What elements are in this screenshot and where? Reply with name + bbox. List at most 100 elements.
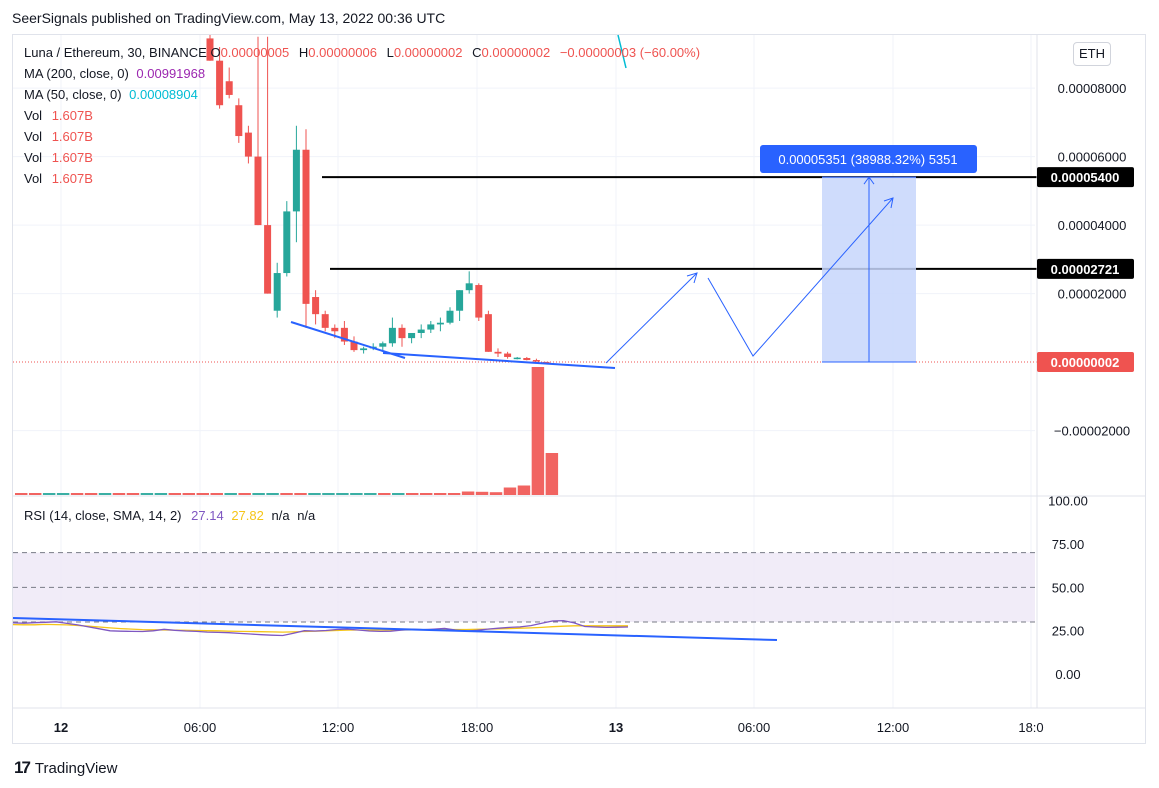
candle-body [408,332,416,339]
candle-body [225,81,233,95]
volume-bar [350,493,363,495]
projection-path [605,272,698,364]
footer-brand[interactable]: 17 TradingView [14,758,117,778]
candle-body [302,149,310,304]
price-tag [1037,258,1134,279]
volume-bar [28,493,42,495]
projection-path [707,197,894,357]
ma50-value: 0.00008904 [129,87,198,102]
time-tick-label: 13 [609,720,623,735]
price-tag-label: 0.00005400 [1051,170,1120,185]
open-label: O [210,45,221,60]
volume-bar [392,493,405,495]
drawings: 0.00005351 (38988.32%) 5351 [13,34,1037,369]
vol-value: 1.607B [51,108,93,123]
candle-body [206,38,214,61]
price-tick-label: −0.00002000 [1054,424,1130,439]
volume-bar [252,493,265,495]
candle-body [350,341,358,351]
volume-bar [280,493,293,495]
rsi-tick-label: 100.00 [1048,494,1088,509]
volume-bar [15,493,28,495]
publish-info: SeerSignals published on TradingView.com… [12,10,446,26]
vol-label: Vol [24,108,43,123]
ohlc-legend: Luna / Ethereum, 30, BINANCE O0.00000005… [24,45,700,60]
price-tick-label: 0.00004000 [1058,218,1127,233]
volume-bar [475,491,489,495]
rsi-tick-label: 25.00 [1052,624,1085,639]
tradingview-logo-icon: 17 [14,758,31,777]
volume-bar [168,493,182,495]
time-tick-label: 18:00 [461,720,494,735]
candle-body [244,132,252,157]
ma50-line [617,34,627,69]
price-tick-label: 0.00002000 [1058,287,1127,302]
candle-body [446,310,454,323]
candle-body [235,105,243,137]
vol-legend-1: Vol 1.607B [24,108,93,123]
ma200-legend: MA (200, close, 0) 0.00991968 [24,66,205,81]
candle-body [292,149,300,212]
volume-bar [336,493,349,495]
measure-label: 0.00005351 (38988.32%) 5351 [778,152,957,167]
volume-bar [447,493,461,495]
open-value: 0.00000005 [220,45,290,60]
volume-bar [126,493,140,495]
rsi-tick-label: 75.00 [1052,537,1085,552]
candle-body [417,329,425,333]
vol-value: 1.607B [51,129,93,144]
volume-bar [224,493,237,495]
candle-body [456,290,464,311]
volume-bar [56,493,70,495]
close-value: 0.00000002 [481,45,551,60]
candle-body [254,156,262,226]
volume-bar [461,491,475,495]
price-tick-label: 0.00008000 [1058,81,1127,96]
low-label: L [386,45,394,60]
candle-body [283,211,291,274]
volume-bar [364,493,377,495]
vol-label: Vol [24,171,43,186]
vol-label: Vol [24,150,43,165]
volume-bar [322,493,335,495]
candle-body [484,314,492,352]
rsi-band-fill [13,552,1035,622]
vol-value: 1.607B [51,150,93,165]
ma200-label: MA (200, close, 0) [24,66,129,81]
volume-bar [154,493,168,495]
candle-body [475,285,483,318]
rsi-na-2: n/a [297,508,316,523]
candle-body [340,327,348,342]
close-label: C [472,45,482,60]
volume-bar [210,493,223,495]
rsi-tick-label: 50.00 [1052,580,1085,595]
ma50-label: MA (50, close, 0) [24,87,122,102]
candle-body [264,225,272,294]
currency-button[interactable]: ETH [1073,42,1111,66]
volume-bar [517,485,531,495]
volume-bar [378,493,391,495]
low-value: 0.00000002 [393,45,463,60]
vol-legend-2: Vol 1.607B [24,129,93,144]
volume-bar [266,493,279,495]
time-tick-label: 06:00 [184,720,217,735]
volume-bar [308,493,321,495]
candle-body [331,327,339,332]
change-value: −0.00000003 (−60.00%) [559,45,701,60]
candle-body [388,327,396,344]
projection-arrow-head [686,272,698,284]
volume-bar [98,493,112,495]
vol-value: 1.607B [51,171,93,186]
chart-frame [12,34,1146,744]
candles [206,35,550,364]
rsi-line [12,619,629,637]
volume-bar [84,493,98,495]
footer-brand-label: TradingView [34,759,118,777]
rsi-lines [12,617,778,641]
candle-body [494,351,502,354]
vol-label: Vol [24,129,43,144]
price-tag [1037,167,1134,188]
candle-body [216,60,224,106]
axes: 12 06:00 12:00 18:00 13 06:00 12:00 18:0 0.00008… [13,35,1145,735]
